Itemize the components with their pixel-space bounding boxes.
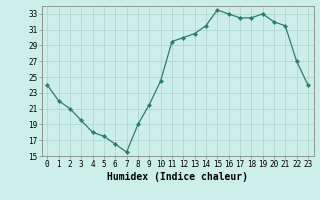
X-axis label: Humidex (Indice chaleur): Humidex (Indice chaleur) <box>107 172 248 182</box>
